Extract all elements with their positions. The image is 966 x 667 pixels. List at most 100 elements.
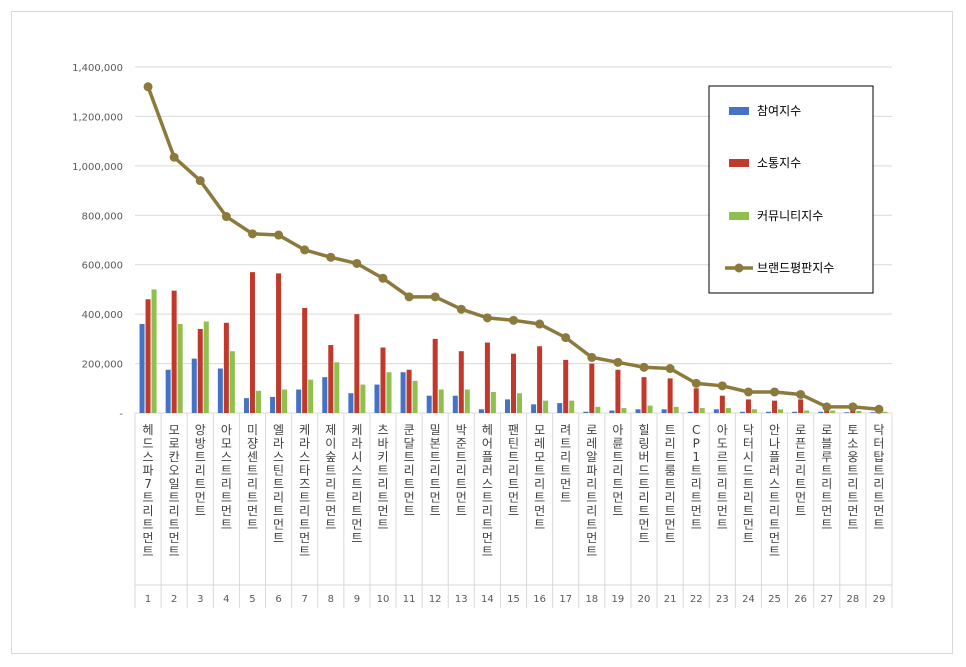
y-tick-label: 1,000,000: [72, 162, 123, 173]
bar-참여지수: [766, 411, 772, 413]
rank-label: 22: [690, 594, 703, 605]
point-브랜드평판지수: [221, 212, 231, 222]
point-브랜드평판지수: [691, 378, 701, 388]
bar-커뮤니티지수: [308, 379, 314, 413]
bar-소통지수: [406, 369, 412, 413]
bar-커뮤니티지수: [203, 321, 209, 413]
bar-소통지수: [145, 299, 151, 413]
rank-label: 20: [638, 594, 651, 605]
rank-label: 23: [716, 594, 729, 605]
bar-참여지수: [452, 395, 458, 413]
bar-참여지수: [322, 377, 328, 413]
bar-소통지수: [589, 363, 595, 413]
rank-label: 4: [223, 594, 229, 605]
point-브랜드평판지수: [848, 402, 858, 412]
rank-label: 21: [664, 594, 677, 605]
rank-label: 14: [481, 594, 494, 605]
bar-소통지수: [719, 395, 725, 413]
legend-swatch-marker: [734, 263, 744, 273]
bar-참여지수: [478, 409, 484, 413]
bar-소통지수: [458, 351, 464, 413]
bar-커뮤니티지수: [595, 406, 601, 413]
rank-label: 17: [559, 594, 572, 605]
bar-커뮤니티지수: [490, 391, 496, 413]
point-브랜드평판지수: [300, 245, 310, 255]
rank-label: 3: [197, 594, 203, 605]
point-브랜드평판지수: [639, 362, 649, 372]
bar-커뮤니티지수: [725, 408, 731, 413]
bar-소통지수: [667, 378, 673, 413]
legend-label: 소통지수: [757, 156, 801, 170]
rank-label: 16: [533, 594, 546, 605]
rank-label: 25: [768, 594, 781, 605]
rank-label: 19: [612, 594, 625, 605]
bar-커뮤니티지수: [334, 362, 340, 413]
bar-소통지수: [641, 377, 647, 413]
bar-참여지수: [687, 411, 693, 413]
rank-label: 28: [846, 594, 859, 605]
point-브랜드평판지수: [770, 387, 780, 397]
bar-소통지수: [302, 307, 308, 413]
bar-소통지수: [511, 353, 516, 413]
legend-label: 브랜드평판지수: [757, 261, 834, 275]
bar-참여지수: [217, 368, 223, 413]
point-브랜드평판지수: [326, 252, 336, 262]
bar-소통지수: [772, 400, 778, 413]
rank-label: 18: [585, 594, 598, 605]
bar-참여지수: [635, 409, 641, 413]
rank-label: 27: [820, 594, 833, 605]
bar-참여지수: [818, 411, 824, 413]
bar-커뮤니티지수: [255, 390, 261, 413]
rank-label: 2: [171, 594, 177, 605]
bar-참여지수: [739, 411, 745, 413]
bar-참여지수: [792, 411, 798, 413]
point-브랜드평판지수: [874, 404, 884, 414]
point-브랜드평판지수: [796, 389, 806, 399]
point-브랜드평판지수: [247, 229, 257, 239]
bar-커뮤니티지수: [856, 411, 862, 413]
y-tick-label: -: [119, 409, 123, 420]
legend-label: 커뮤니티지수: [757, 209, 823, 223]
point-브랜드평판지수: [665, 364, 675, 374]
bar-커뮤니티지수: [804, 410, 810, 413]
bar-커뮤니티지수: [282, 389, 288, 413]
bar-커뮤니티지수: [543, 400, 549, 413]
bar-커뮤니티지수: [778, 409, 784, 413]
bar-참여지수: [165, 369, 171, 413]
point-브랜드평판지수: [717, 381, 727, 391]
bar-소통지수: [615, 369, 621, 413]
bar-참여지수: [296, 389, 302, 413]
bar-커뮤니티지수: [830, 410, 836, 413]
bar-참여지수: [870, 412, 876, 413]
bar-참여지수: [400, 372, 406, 413]
bar-소통지수: [171, 290, 177, 413]
bar-참여지수: [609, 410, 615, 413]
point-브랜드평판지수: [535, 319, 545, 329]
bar-커뮤니티지수: [673, 406, 679, 413]
bar-소통지수: [328, 345, 334, 413]
bar-소통지수: [537, 346, 543, 413]
bar-소통지수: [380, 347, 386, 413]
y-tick-label: 1,200,000: [72, 112, 123, 123]
legend-swatch-참여지수: [729, 107, 749, 115]
bar-참여지수: [713, 409, 719, 413]
bar-커뮤니티지수: [699, 408, 705, 413]
y-tick-label: 400,000: [82, 310, 123, 321]
rank-label: 10: [377, 594, 390, 605]
bar-소통지수: [197, 328, 203, 413]
